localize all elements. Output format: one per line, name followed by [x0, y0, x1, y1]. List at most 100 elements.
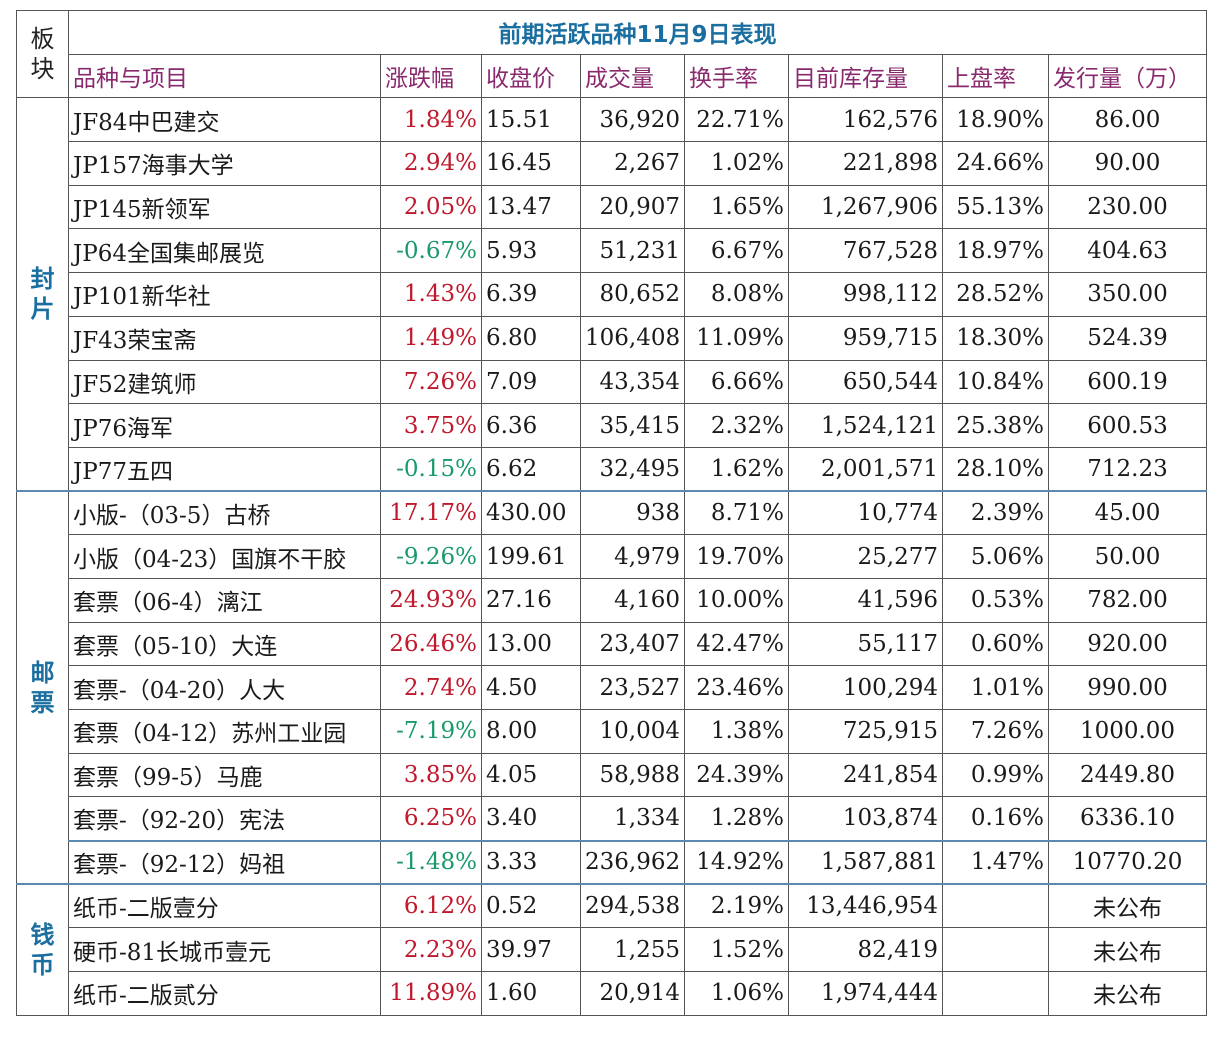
cell-turnover: 1.52%: [684, 927, 789, 973]
cell-inventory: 1,524,121: [788, 403, 943, 448]
cell-change: -0.15%: [380, 446, 482, 492]
cell-name: 纸币-二版贰分: [68, 971, 381, 1016]
cell-change: 3.75%: [380, 403, 482, 448]
cell-turnover: 42.47%: [684, 621, 789, 667]
cell-issue: 未公布: [1047, 883, 1208, 929]
cell-volume: 43,354: [580, 359, 685, 405]
cell-close: 4.05: [481, 752, 581, 798]
cell-inventory: 221,898: [788, 141, 943, 186]
cell-name: JP157海事大学: [68, 141, 381, 186]
cell-listing-rate: 18.90%: [942, 97, 1049, 143]
cell-listing-rate: 18.30%: [942, 315, 1049, 361]
cell-name: 套票-（92-20）宪法: [68, 796, 381, 842]
header-inventory: 目前库存量: [788, 53, 943, 99]
cell-name: JF52建筑师: [68, 359, 381, 405]
cell-turnover: 19.70%: [684, 534, 789, 579]
cell-close: 16.45: [481, 141, 581, 186]
cell-issue: 1000.00: [1047, 709, 1208, 754]
cell-change: -0.67%: [380, 228, 482, 274]
cell-inventory: 103,874: [788, 796, 943, 842]
cell-name: 硬币-81长城币壹元: [68, 927, 381, 973]
header-change: 涨跌幅: [380, 53, 482, 99]
cell-listing-rate: [942, 883, 1049, 929]
cell-turnover: 1.02%: [684, 141, 789, 186]
cell-change: 2.23%: [380, 927, 482, 973]
header-row: 品种与项目 涨跌幅 收盘价 成交量 换手率 目前库存量 上盘率 发行量（万）: [17, 53, 1208, 99]
cell-change: 26.46%: [380, 621, 482, 667]
cell-issue: 45.00: [1047, 490, 1208, 536]
cell-name: 套票（05-10）大连: [68, 621, 381, 667]
table-row: 套票（06-4）漓江 24.93% 27.16 4,160 10.00% 41,596 0.…: [17, 577, 1208, 623]
cell-turnover: 23.46%: [684, 665, 789, 710]
cell-name: 小版-（03-5）古桥: [68, 490, 381, 536]
cell-close: 39.97: [481, 927, 581, 973]
table-row: 套票（99-5）马鹿 3.85% 4.05 58,988 24.39% 241,854 0.…: [17, 752, 1208, 798]
sector-label: 邮票: [16, 490, 69, 885]
cell-issue: 990.00: [1047, 665, 1208, 710]
cell-name: JF43荣宝斋: [68, 315, 381, 361]
cell-change: -7.19%: [380, 709, 482, 754]
cell-name: JP76海军: [68, 403, 381, 448]
cell-close: 8.00: [481, 709, 581, 754]
cell-listing-rate: 7.26%: [942, 709, 1049, 754]
cell-turnover: 1.65%: [684, 184, 789, 230]
cell-listing-rate: [942, 971, 1049, 1016]
cell-listing-rate: 55.13%: [942, 184, 1049, 230]
cell-change: 24.93%: [380, 577, 482, 623]
cell-close: 4.50: [481, 665, 581, 710]
cell-listing-rate: 25.38%: [942, 403, 1049, 448]
cell-volume: 10,004: [580, 709, 685, 754]
cell-change: 6.12%: [380, 883, 482, 929]
table-row: 套票-（92-12）妈祖 -1.48% 3.33 236,962 14.92% 1,587…: [17, 839, 1208, 885]
cell-change: 2.05%: [380, 184, 482, 230]
cell-close: 430.00: [481, 490, 581, 536]
market-table: 板块 前期活跃品种11月9日表现 品种与项目 涨跌幅 收盘价 成交量 换手率 目…: [16, 9, 1208, 1016]
cell-inventory: 10,774: [788, 490, 943, 536]
cell-turnover: 8.08%: [684, 272, 789, 317]
cell-issue: 未公布: [1047, 971, 1208, 1016]
cell-turnover: 1.28%: [684, 796, 789, 842]
cell-volume: 1,255: [580, 927, 685, 973]
cell-volume: 20,907: [580, 184, 685, 230]
cell-issue: 524.39: [1047, 315, 1208, 361]
cell-turnover: 10.00%: [684, 577, 789, 623]
cell-name: 纸币-二版壹分: [68, 883, 381, 929]
cell-volume: 938: [580, 490, 685, 536]
cell-inventory: 82,419: [788, 927, 943, 973]
cell-close: 1.60: [481, 971, 581, 1016]
cell-turnover: 1.06%: [684, 971, 789, 1016]
cell-listing-rate: 10.84%: [942, 359, 1049, 405]
sector-header-cell: 板块: [16, 9, 69, 99]
sector-name: 钱币: [30, 921, 55, 980]
cell-close: 3.33: [481, 839, 581, 885]
cell-inventory: 162,576: [788, 97, 943, 143]
cell-change: -9.26%: [380, 534, 482, 579]
table-row: 纸币-二版贰分 11.89% 1.60 20,914 1.06% 1,974,444 未公布: [17, 971, 1208, 1016]
cell-close: 6.62: [481, 446, 581, 492]
table-row: JP145新领军 2.05% 13.47 20,907 1.65% 1,267,906 55…: [17, 184, 1208, 230]
cell-turnover: 11.09%: [684, 315, 789, 361]
cell-inventory: 13,446,954: [788, 883, 943, 929]
cell-change: 1.43%: [380, 272, 482, 317]
cell-turnover: 6.67%: [684, 228, 789, 274]
cell-listing-rate: 24.66%: [942, 141, 1049, 186]
cell-inventory: 241,854: [788, 752, 943, 798]
cell-change: 3.85%: [380, 752, 482, 798]
sector-label: 钱币: [16, 883, 69, 1016]
cell-issue: 920.00: [1047, 621, 1208, 667]
table-row: 小版（04-23）国旗不干胶 -9.26% 199.61 4,979 19.70% 25,…: [17, 534, 1208, 579]
cell-volume: 32,495: [580, 446, 685, 492]
cell-name: JF84中巴建交: [68, 97, 381, 143]
cell-change: 1.49%: [380, 315, 482, 361]
cell-change: 17.17%: [380, 490, 482, 536]
header-close: 收盘价: [481, 53, 581, 99]
header-volume: 成交量: [580, 53, 685, 99]
cell-close: 13.47: [481, 184, 581, 230]
cell-issue: 2449.80: [1047, 752, 1208, 798]
table-row: JF43荣宝斋 1.49% 6.80 106,408 11.09% 959,715 18.3…: [17, 315, 1208, 361]
cell-inventory: 767,528: [788, 228, 943, 274]
cell-volume: 1,334: [580, 796, 685, 842]
cell-volume: 106,408: [580, 315, 685, 361]
cell-change: 6.25%: [380, 796, 482, 842]
cell-volume: 294,538: [580, 883, 685, 929]
